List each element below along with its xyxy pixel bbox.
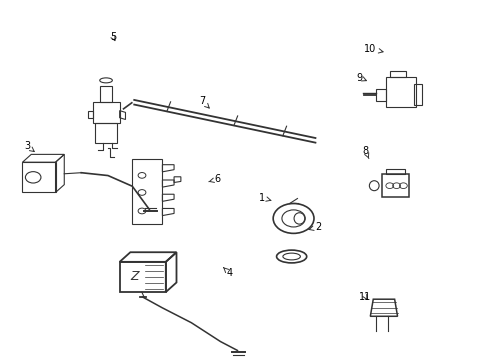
Text: 5: 5 <box>110 32 116 42</box>
Text: 10: 10 <box>364 44 383 54</box>
Text: 1: 1 <box>259 193 271 203</box>
Text: 8: 8 <box>363 146 369 159</box>
Text: 2: 2 <box>309 222 321 232</box>
Text: 3: 3 <box>24 141 34 152</box>
Text: 4: 4 <box>223 267 233 278</box>
Text: 9: 9 <box>356 72 367 82</box>
Text: 11: 11 <box>359 292 371 302</box>
Text: 6: 6 <box>209 174 221 184</box>
Text: Z: Z <box>130 270 139 283</box>
Text: 7: 7 <box>199 96 209 108</box>
